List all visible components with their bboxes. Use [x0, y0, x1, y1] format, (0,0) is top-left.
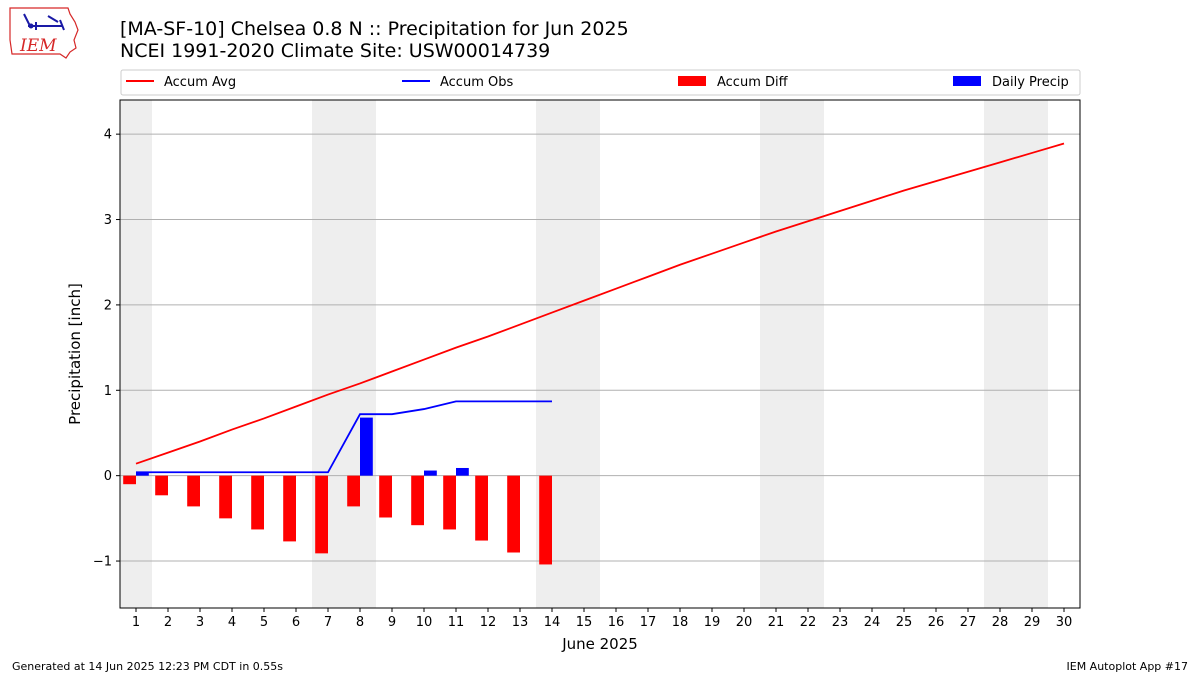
x-tick-label: 23 — [832, 615, 849, 630]
accum-diff-bar — [443, 475, 456, 530]
y-tick-label: 1 — [104, 384, 112, 399]
station-dot-icon — [28, 23, 34, 29]
legend-label-accum-obs: Accum Obs — [440, 75, 513, 90]
y-axis-label: Precipitation [inch] — [66, 283, 84, 425]
gridlines — [120, 133, 1080, 562]
weekend-band-1 — [120, 100, 152, 608]
x-tick-label: 10 — [416, 615, 433, 630]
x-tick-label: 14 — [544, 615, 561, 630]
accum-diff-bar — [507, 475, 520, 553]
x-tick-label: 2 — [164, 615, 172, 630]
y-tick-label: 2 — [104, 298, 112, 313]
accum-diff-bar — [283, 475, 296, 542]
x-tick-label: 30 — [1056, 615, 1073, 630]
x-tick-label: 5 — [260, 615, 268, 630]
chart-subtitle: NCEI 1991-2020 Climate Site: USW00014739 — [120, 40, 550, 62]
x-tick-label: 28 — [992, 615, 1009, 630]
footer-generated: Generated at 14 Jun 2025 12:23 PM CDT in… — [12, 660, 283, 673]
accum-diff-bar — [475, 475, 488, 541]
x-tick-label: 26 — [928, 615, 945, 630]
accum-diff-bar — [123, 475, 136, 485]
y-tick-label: −1 — [93, 555, 112, 570]
x-axis-label: June 2025 — [561, 635, 638, 653]
daily-precip-bar — [360, 417, 373, 476]
x-tick-label: 7 — [324, 615, 332, 630]
x-tick-label: 27 — [960, 615, 977, 630]
daily-precip-bar — [424, 470, 437, 476]
accum-diff-bar — [187, 475, 200, 507]
logo-text: IEM — [19, 36, 57, 56]
x-tick-label: 22 — [800, 615, 817, 630]
accum-obs-line — [136, 400, 552, 474]
x-tick-label: 9 — [388, 615, 396, 630]
accum-diff-bar — [539, 475, 552, 565]
y-tick-label: 3 — [104, 213, 112, 228]
accum-diff-bar — [315, 475, 328, 554]
accum-diff-bar — [379, 475, 392, 518]
accum-diff-bar — [411, 475, 424, 526]
x-tick-label: 1 — [132, 615, 140, 630]
weather-station-icon — [23, 13, 65, 31]
x-tick-label: 17 — [640, 615, 657, 630]
y-axis-ticks: −1 0 1 2 3 4 — [93, 128, 120, 570]
accum-diff-bars — [123, 475, 552, 565]
y-tick-label: 0 — [104, 469, 112, 484]
accum-avg-line — [135, 142, 1065, 465]
daily-precip-bars — [136, 417, 469, 476]
x-tick-label: 19 — [704, 615, 721, 630]
y-tick-label: 4 — [104, 128, 112, 143]
weekend-bands — [120, 100, 1048, 608]
x-tick-label: 15 — [576, 615, 593, 630]
legend-frame — [120, 69, 1081, 96]
accum-diff-bar — [251, 475, 264, 530]
x-tick-label: 12 — [480, 615, 497, 630]
plot-frame — [119, 99, 1081, 609]
x-tick-label: 13 — [512, 615, 529, 630]
x-tick-label: 21 — [768, 615, 785, 630]
x-tick-label: 20 — [736, 615, 753, 630]
legend-swatch-daily-precip — [953, 76, 981, 86]
x-tick-label: 24 — [864, 615, 881, 630]
footer-app-id: IEM Autoplot App #17 — [1067, 660, 1189, 673]
x-tick-label: 8 — [356, 615, 364, 630]
x-tick-label: 3 — [196, 615, 204, 630]
legend-label-accum-diff: Accum Diff — [717, 75, 789, 90]
accum-diff-bar — [155, 475, 168, 496]
iem-logo: IEM — [9, 7, 79, 59]
x-tick-label: 6 — [292, 615, 300, 630]
x-axis-ticks: 1 2 3 4 5 6 7 8 9 10 11 12 13 14 15 16 17 18 19 20 21 22 23 24 2… — [132, 608, 1072, 630]
weekend-band-5 — [984, 100, 1048, 608]
accum-diff-bar — [347, 475, 360, 507]
x-tick-label: 18 — [672, 615, 689, 630]
legend-label-daily-precip: Daily Precip — [992, 75, 1069, 90]
series-lines — [135, 142, 1065, 474]
daily-precip-bar — [456, 467, 469, 476]
x-tick-label: 29 — [1024, 615, 1041, 630]
x-tick-label: 11 — [448, 615, 465, 630]
legend-label-accum-avg: Accum Avg — [164, 75, 236, 90]
weekend-band-4 — [760, 100, 824, 608]
accum-diff-bar — [219, 475, 232, 519]
legend-swatch-accum-diff — [678, 76, 706, 86]
x-tick-label: 16 — [608, 615, 625, 630]
legend: Accum Avg Accum Obs Accum Diff Daily Pre… — [120, 69, 1081, 96]
x-tick-label: 4 — [228, 615, 236, 630]
daily-precip-bar — [136, 472, 149, 476]
x-tick-label: 25 — [896, 615, 913, 630]
chart-title: [MA-SF-10] Chelsea 0.8 N :: Precipitatio… — [120, 18, 629, 40]
